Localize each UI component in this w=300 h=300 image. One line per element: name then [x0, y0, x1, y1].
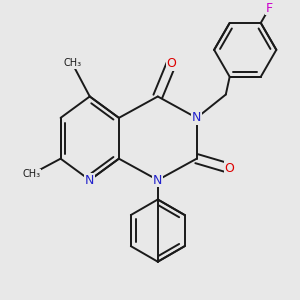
Text: N: N — [85, 174, 94, 187]
Text: O: O — [225, 162, 235, 175]
Text: O: O — [167, 57, 176, 70]
Text: N: N — [153, 174, 163, 187]
Text: F: F — [266, 2, 273, 15]
Text: CH₃: CH₃ — [63, 58, 81, 68]
Text: CH₃: CH₃ — [22, 169, 40, 179]
Text: N: N — [192, 111, 201, 124]
